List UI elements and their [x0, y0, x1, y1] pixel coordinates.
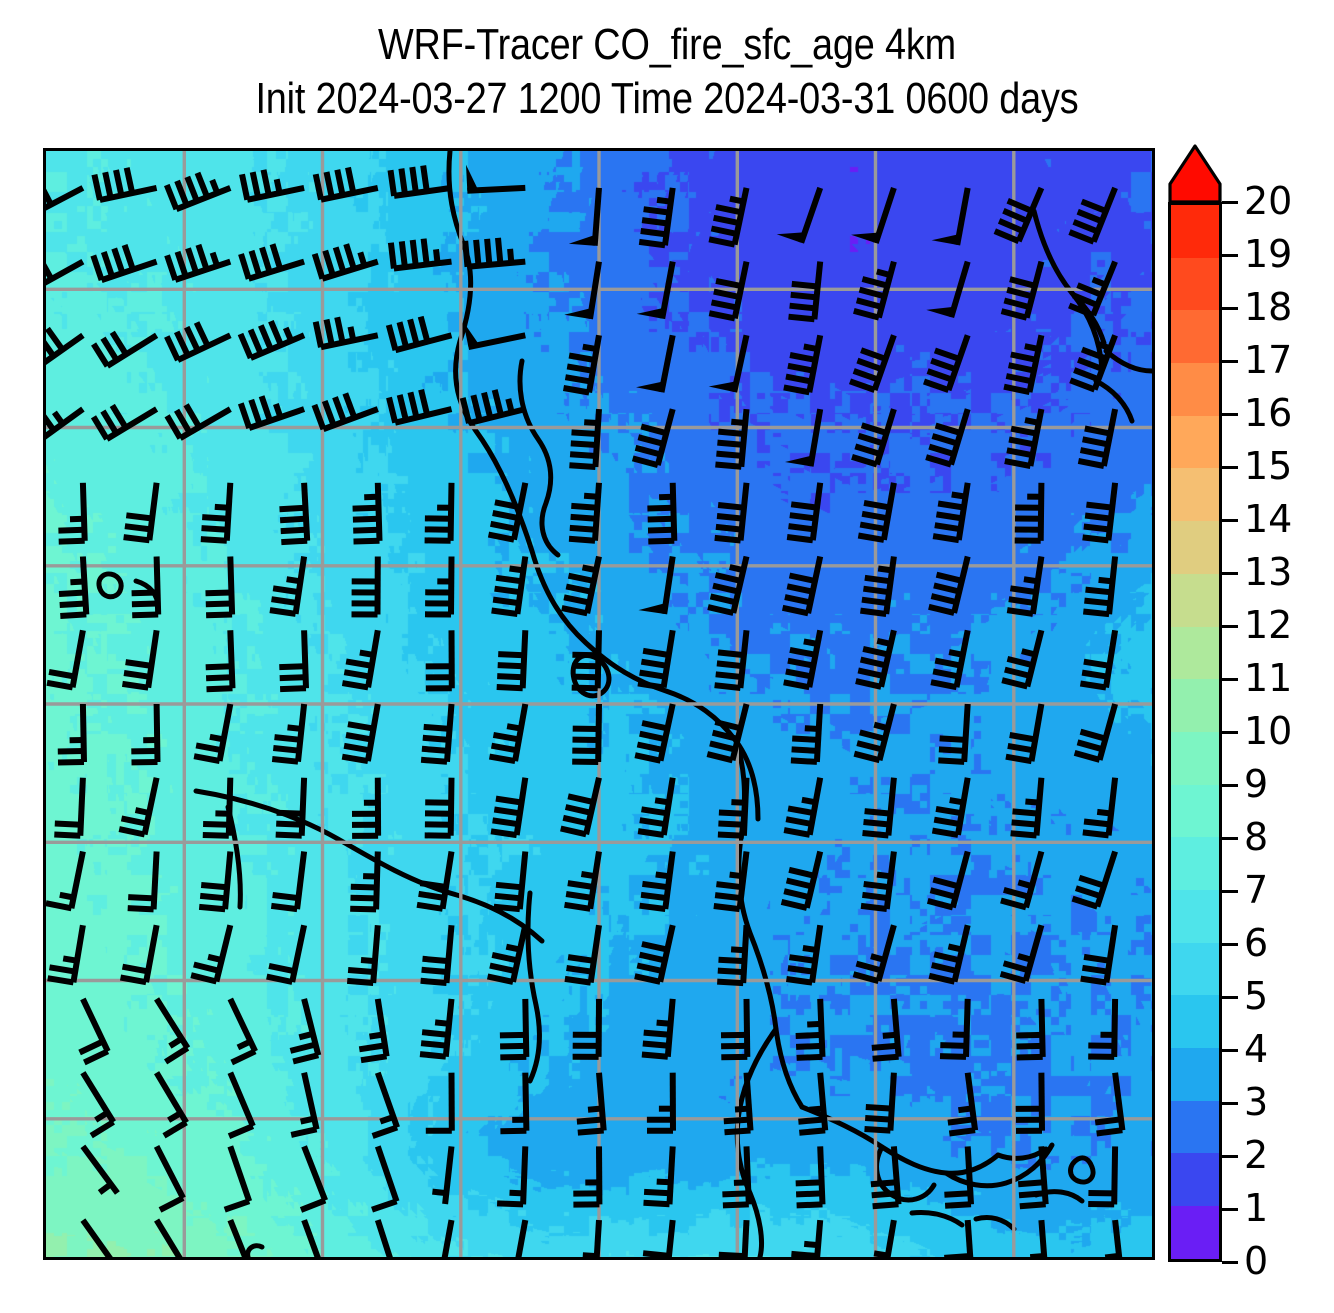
colorbar-tick-label: 10	[1244, 709, 1293, 753]
colorbar-band	[1171, 573, 1219, 627]
colorbar-band	[1171, 310, 1219, 364]
colorbar-band	[1171, 205, 1219, 258]
colorbar-band	[1171, 1153, 1219, 1207]
colorbar-tick-mark	[1222, 253, 1238, 257]
colorbar-tick-mark	[1222, 306, 1238, 310]
map-plot-area[interactable]	[43, 148, 1155, 1260]
colorbar-band	[1171, 889, 1219, 943]
colorbar-tick-label: 3	[1244, 1080, 1269, 1124]
colorbar-tick-label: 8	[1244, 815, 1269, 859]
colorbar-band	[1171, 837, 1219, 890]
colorbar-tick-label: 2	[1244, 1133, 1269, 1177]
colorbar-tick-mark	[1222, 1260, 1238, 1264]
colorbar-band	[1171, 468, 1219, 522]
tracer-age-field	[46, 151, 1152, 1257]
colorbar-tick-mark	[1222, 465, 1238, 469]
colorbar-band	[1171, 257, 1219, 311]
colorbar-band	[1171, 363, 1219, 416]
figure-title-line2: Init 2024-03-27 1200 Time 2024-03-31 060…	[255, 74, 1079, 123]
colorbar-tick-mark	[1222, 200, 1238, 204]
colorbar-tick-label: 16	[1244, 391, 1293, 435]
colorbar-tick-mark	[1222, 783, 1238, 787]
colorbar-band	[1171, 784, 1219, 838]
colorbar-tick-mark	[1222, 677, 1238, 681]
figure-title: WRF-Tracer CO_fire_sfc_age 4km Init 2024…	[0, 18, 1334, 126]
colorbar[interactable]: 20 19 18 17 16 15 14 13 12 11 10 9 8 7 6 5 4 3 2 1 0	[1166, 144, 1334, 1280]
colorbar-tick-label: 6	[1244, 921, 1269, 965]
colorbar-tick-mark	[1222, 836, 1238, 840]
colorbar-tick-label: 7	[1244, 868, 1269, 912]
colorbar-tick-mark	[1222, 995, 1238, 999]
colorbar-tick-label: 20	[1244, 179, 1293, 223]
colorbar-tick-label: 4	[1244, 1027, 1269, 1071]
colorbar-band	[1171, 521, 1219, 574]
colorbar-tick-label: 11	[1244, 656, 1293, 700]
colorbar-extend-arrow	[1168, 144, 1222, 202]
colorbar-tick-mark	[1222, 624, 1238, 628]
colorbar-tick-mark	[1222, 1101, 1238, 1105]
colorbar-tick-label: 18	[1244, 285, 1293, 329]
colorbar-tick-label: 15	[1244, 444, 1293, 488]
colorbar-tick-label: 14	[1244, 497, 1293, 541]
colorbar-tick-label: 17	[1244, 338, 1293, 382]
colorbar-band	[1171, 415, 1219, 469]
colorbar-tick-mark	[1222, 889, 1238, 893]
colorbar-tick-label: 13	[1244, 550, 1293, 594]
colorbar-band	[1171, 626, 1219, 680]
colorbar-tick-mark	[1222, 942, 1238, 946]
colorbar-tick-label: 1	[1244, 1186, 1269, 1230]
colorbar-tick-mark	[1222, 730, 1238, 734]
colorbar-tick-mark	[1222, 1154, 1238, 1158]
colorbar-band	[1171, 731, 1219, 785]
colorbar-tick-mark	[1222, 1048, 1238, 1052]
colorbar-band	[1171, 942, 1219, 996]
colorbar-tick-label: 0	[1244, 1239, 1269, 1283]
colorbar-tick-label: 19	[1244, 232, 1293, 276]
colorbar-tick-mark	[1222, 518, 1238, 522]
colorbar-band	[1171, 995, 1219, 1048]
colorbar-tick-label: 12	[1244, 603, 1293, 647]
colorbar-tick-mark	[1222, 412, 1238, 416]
colorbar-tick-mark	[1222, 1207, 1238, 1211]
colorbar-tick-mark	[1222, 571, 1238, 575]
colorbar-tick-label: 9	[1244, 762, 1269, 806]
colorbar-band	[1171, 1100, 1219, 1154]
colorbar-band	[1171, 1206, 1219, 1259]
colorbar-tick-label: 5	[1244, 974, 1269, 1018]
colorbar-band	[1171, 1048, 1219, 1101]
colorbar-bands	[1168, 202, 1222, 1262]
colorbar-tick-mark	[1222, 359, 1238, 363]
figure-title-line1: WRF-Tracer CO_fire_sfc_age 4km	[377, 20, 956, 69]
colorbar-band	[1171, 679, 1219, 732]
colorbar-ticks: 20 19 18 17 16 15 14 13 12 11 10 9 8 7 6 5 4 3 2 1 0	[1166, 144, 1334, 1280]
